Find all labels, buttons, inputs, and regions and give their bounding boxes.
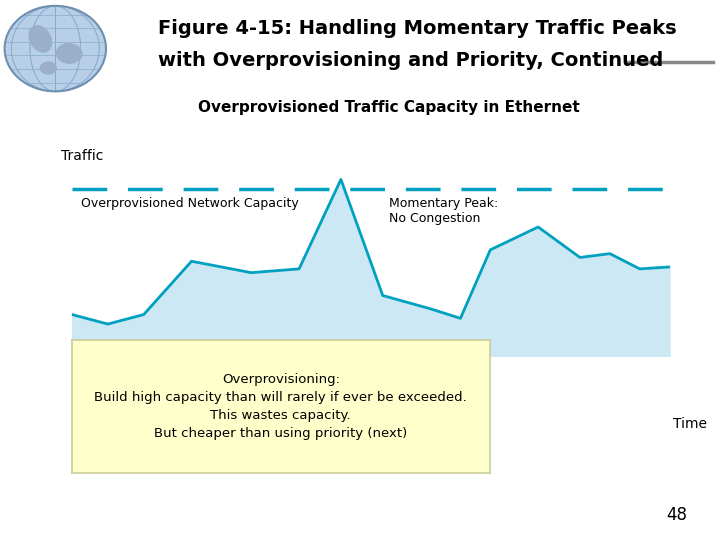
Ellipse shape — [56, 44, 82, 63]
Text: Overprovisioned Traffic Capacity in Ethernet: Overprovisioned Traffic Capacity in Ethe… — [198, 100, 580, 115]
Ellipse shape — [29, 26, 52, 52]
Circle shape — [4, 6, 106, 91]
Text: Momentary Peak:
No Congestion: Momentary Peak: No Congestion — [389, 197, 498, 225]
Text: Figure 4-15: Handling Momentary Traffic Peaks: Figure 4-15: Handling Momentary Traffic … — [158, 19, 677, 38]
Text: Traffic: Traffic — [61, 148, 104, 163]
Text: Overprovisioning:
Build high capacity than will rarely if ever be exceeded.
This: Overprovisioning: Build high capacity th… — [94, 373, 467, 440]
Ellipse shape — [40, 62, 56, 74]
Text: Overprovisioned Network Capacity: Overprovisioned Network Capacity — [81, 197, 299, 210]
Text: with Overprovisioning and Priority, Continued: with Overprovisioning and Priority, Cont… — [158, 51, 664, 70]
Text: Time: Time — [673, 417, 707, 431]
Text: 48: 48 — [667, 506, 688, 524]
